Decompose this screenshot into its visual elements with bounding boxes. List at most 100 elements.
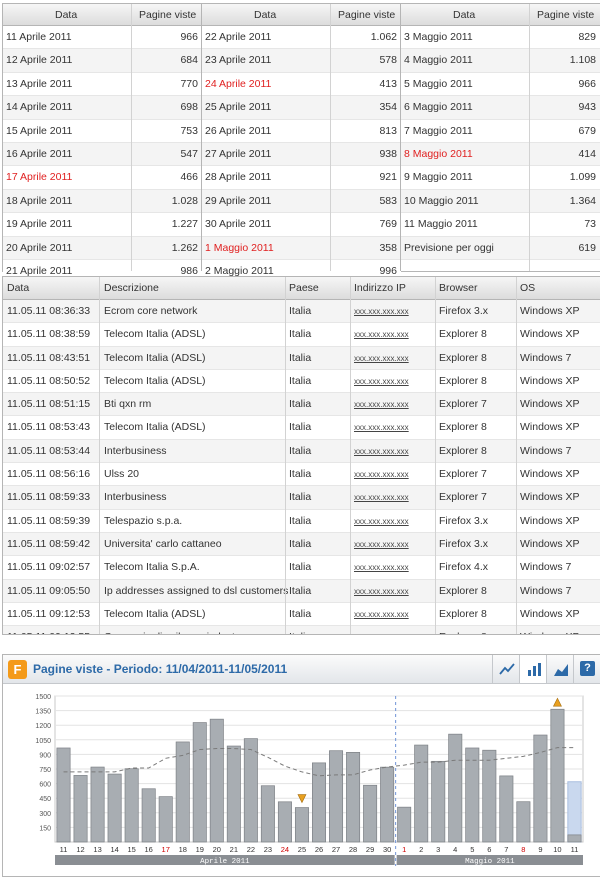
log-os-header[interactable]: OS: [520, 282, 536, 294]
log-date: 11.05.11 09:12:55: [7, 631, 90, 634]
log-ip-link[interactable]: xxx.xxx.xxx.xxx: [354, 539, 409, 549]
daily-views-row: 6 Maggio 2011 943: [401, 96, 600, 120]
log-browser: Firefox 3.x: [439, 305, 489, 317]
log-ip-link[interactable]: xxx.xxx.xxx.xxx: [354, 423, 409, 433]
log-ip-link[interactable]: xxx.xxx.xxx.xxx: [354, 586, 409, 596]
month-band-may: [396, 855, 583, 865]
row-views: 466: [180, 171, 198, 184]
log-ip-header[interactable]: Indirizzo IP: [354, 282, 406, 294]
visitor-log-row: 11.05.11 08:43:51 Telecom Italia (ADSL) It…: [3, 346, 600, 370]
bar: [73, 775, 88, 843]
month-label-may: Maggio 2011: [465, 858, 515, 866]
row-date: 27 Aprile 2011: [205, 147, 272, 160]
y-tick-label: 1500: [35, 694, 51, 701]
log-ip-link[interactable]: xxx.xxx.xxx.xxx: [354, 633, 409, 634]
log-country-header[interactable]: Paese: [289, 282, 319, 294]
x-tick-label: 4: [453, 845, 457, 854]
log-os: Windows XP: [520, 468, 580, 481]
bar: [243, 738, 258, 843]
date-column-header: Data: [453, 9, 476, 21]
column-divider: [201, 4, 202, 271]
log-browser: Explorer 8: [439, 444, 487, 457]
log-description: Telecom Italia S.p.A.: [104, 561, 200, 574]
log-date: 11.05.11 08:59:39: [7, 514, 91, 527]
row-views: 921: [379, 171, 397, 184]
log-date-header[interactable]: Data: [7, 282, 30, 294]
visitor-log-row: 11.05.11 08:53:43 Telecom Italia (ADSL) It…: [3, 416, 600, 440]
daily-views-header: Data Pagine viste: [3, 4, 202, 26]
daily-views-header: Data Pagine viste: [202, 4, 401, 26]
x-tick-label: 11: [571, 845, 579, 854]
daily-views-column-1: Data Pagine viste 11 Aprile 2011 966 12 Apri…: [3, 4, 202, 284]
row-date: 10 Maggio 2011: [404, 194, 479, 207]
log-ip-link[interactable]: xxx.xxx.xxx.xxx: [354, 516, 409, 526]
column-divider: [285, 277, 286, 634]
log-browser: Explorer 8: [439, 328, 487, 341]
bar: [158, 796, 173, 843]
row-date: 12 Aprile 2011: [6, 54, 73, 67]
line-chart-button[interactable]: [492, 655, 520, 683]
bar: [294, 807, 309, 843]
x-tick-label: 6: [487, 845, 491, 854]
x-tick-label: 15: [127, 845, 135, 854]
bar: [124, 768, 139, 843]
visitor-log-row: 11.05.11 09:05:50 Ip addresses assigned t…: [3, 579, 600, 603]
daily-views-header: Data Pagine viste: [401, 4, 600, 26]
area-chart-button[interactable]: [546, 655, 574, 683]
daily-views-row: 28 Aprile 2011 921: [202, 166, 401, 190]
log-browser: Explorer 7: [439, 468, 487, 481]
daily-views-row: 1 Maggio 2011 358: [202, 236, 401, 260]
daily-views-row: 11 Aprile 2011 966: [3, 26, 202, 50]
log-ip-link[interactable]: xxx.xxx.xxx.xxx: [354, 493, 409, 503]
row-date: 28 Aprile 2011: [205, 171, 272, 184]
log-ip-link[interactable]: xxx.xxx.xxx.xxx: [354, 563, 409, 573]
log-browser: Explorer 7: [439, 398, 487, 411]
help-button[interactable]: ?: [573, 655, 600, 683]
log-ip-link[interactable]: xxx.xxx.xxx.xxx: [354, 330, 409, 340]
bar: [397, 806, 412, 843]
daily-views-row: 8 Maggio 2011 414: [401, 142, 600, 167]
log-os: Windows XP: [520, 398, 580, 411]
row-date: 8 Maggio 2011: [404, 147, 473, 160]
row-views: 986: [180, 264, 198, 277]
log-browser: Explorer 8: [439, 351, 487, 364]
log-country: Italia: [289, 421, 312, 434]
x-tick-label: 2: [419, 845, 423, 854]
bar-chart-button[interactable]: [519, 655, 547, 683]
visitor-log-row: 11.05.11 08:59:42 Universita' carlo catta…: [3, 532, 600, 557]
y-tick-label: 150: [39, 825, 51, 832]
log-date: 11.05.11 09:05:50: [7, 584, 91, 597]
log-ip-link[interactable]: xxx.xxx.xxx.xxx: [354, 307, 409, 316]
column-divider: [435, 277, 436, 634]
log-ip-link[interactable]: xxx.xxx.xxx.xxx: [354, 446, 409, 456]
log-browser: Firefox 4.x: [439, 561, 489, 574]
log-browser: Explorer 8: [439, 421, 487, 434]
log-description: Telespazio s.p.a.: [104, 514, 183, 527]
row-views: 414: [578, 147, 596, 160]
log-ip-link[interactable]: xxx.xxx.xxx.xxx: [354, 609, 409, 619]
visitor-log-row: 11.05.11 09:02:57 Telecom Italia S.p.A. It…: [3, 556, 600, 580]
daily-views-row: 20 Aprile 2011 1.262: [3, 236, 202, 260]
log-ip-link[interactable]: xxx.xxx.xxx.xxx: [354, 376, 409, 386]
daily-views-row: 3 Maggio 2011 829: [401, 26, 600, 50]
log-country: Italia: [289, 305, 312, 317]
row-date: 11 Maggio 2011: [404, 218, 478, 231]
views-column-header: Pagine viste: [139, 9, 197, 21]
x-tick-label: 16: [145, 845, 153, 854]
log-ip-link[interactable]: xxx.xxx.xxx.xxx: [354, 470, 409, 480]
row-date: 25 Aprile 2011: [205, 101, 272, 114]
row-views: 698: [180, 101, 198, 114]
log-description-header[interactable]: Descrizione: [104, 282, 159, 294]
row-views: 413: [379, 77, 397, 90]
log-ip-link[interactable]: xxx.xxx.xxx.xxx: [354, 353, 409, 363]
log-country: Italia: [289, 374, 312, 387]
log-date: 11.05.11 09:02:57: [7, 561, 91, 574]
bar: [226, 745, 241, 843]
log-os: Windows XP: [520, 537, 580, 550]
x-tick-label: 11: [60, 845, 68, 854]
log-browser-header[interactable]: Browser: [439, 282, 478, 294]
log-ip-link[interactable]: xxx.xxx.xxx.xxx: [354, 400, 409, 410]
row-views: 943: [578, 101, 596, 114]
page-views-chart-panel: F Pagine viste - Periodo: 11/04/2011-11/…: [2, 654, 600, 877]
bar: [516, 801, 531, 843]
